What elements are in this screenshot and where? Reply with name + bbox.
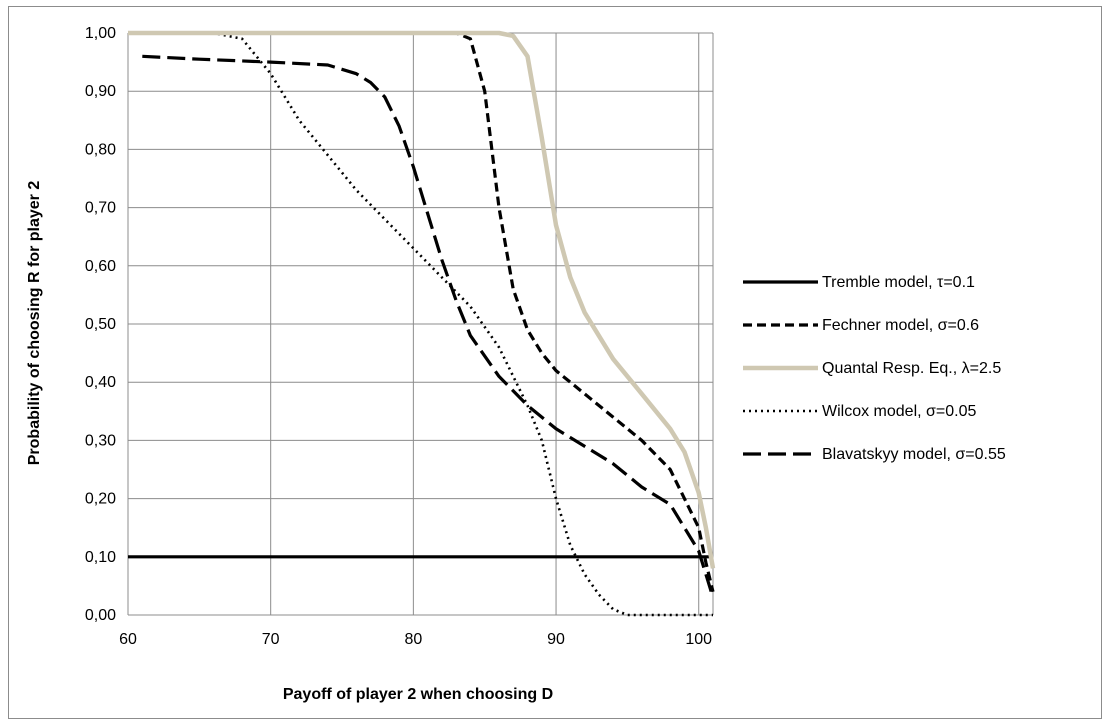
y-tick-label: 0,30 (85, 432, 116, 449)
x-tick-label: 80 (404, 631, 422, 648)
y-tick-label: 0,60 (85, 258, 116, 275)
y-axis-title: Probability of choosing R for player 2 (26, 181, 43, 466)
chart-frame (8, 6, 1102, 719)
y-tick-label: 0,00 (85, 607, 116, 624)
y-tick-label: 0,70 (85, 200, 116, 217)
legend: Tremble model, τ=0.1 Fechner model, σ=0.6… (743, 274, 1006, 463)
legend-label-0: Tremble model, τ=0.1 (822, 274, 975, 291)
x-tick-label: 70 (262, 631, 280, 648)
legend-label-4: Blavatskyy model, σ=0.55 (822, 446, 1006, 463)
x-tick-label: 60 (119, 631, 137, 648)
y-tick-label: 1,00 (85, 25, 116, 42)
series-line-3 (128, 31, 713, 617)
y-tick-label: 0,50 (85, 316, 116, 333)
legend-label-2: Quantal Resp. Eq., λ=2.5 (822, 360, 1001, 377)
series-line-2 (128, 30, 716, 569)
y-tick-label: 0,10 (85, 549, 116, 566)
legend-label-3: Wilcox model, σ=0.05 (822, 403, 976, 420)
y-tick-label: 0,90 (85, 83, 116, 100)
y-tick-label: 0,40 (85, 374, 116, 391)
series-lines (128, 30, 716, 617)
x-tick-label: 90 (547, 631, 565, 648)
x-tick-label: 100 (685, 631, 712, 648)
tick-labels: 0,00 0,10 0,20 0,30 0,40 0,50 0,60 0,70 0,80 0,90… (85, 25, 712, 648)
legend-label-1: Fechner model, σ=0.6 (822, 317, 979, 334)
y-tick-label: 0,80 (85, 141, 116, 158)
series-line-1 (128, 31, 715, 593)
grid (127, 32, 714, 616)
series-line-4 (142, 54, 715, 598)
x-axis-title: Payoff of player 2 when choosing D (283, 686, 553, 703)
y-tick-label: 0,20 (85, 491, 116, 508)
